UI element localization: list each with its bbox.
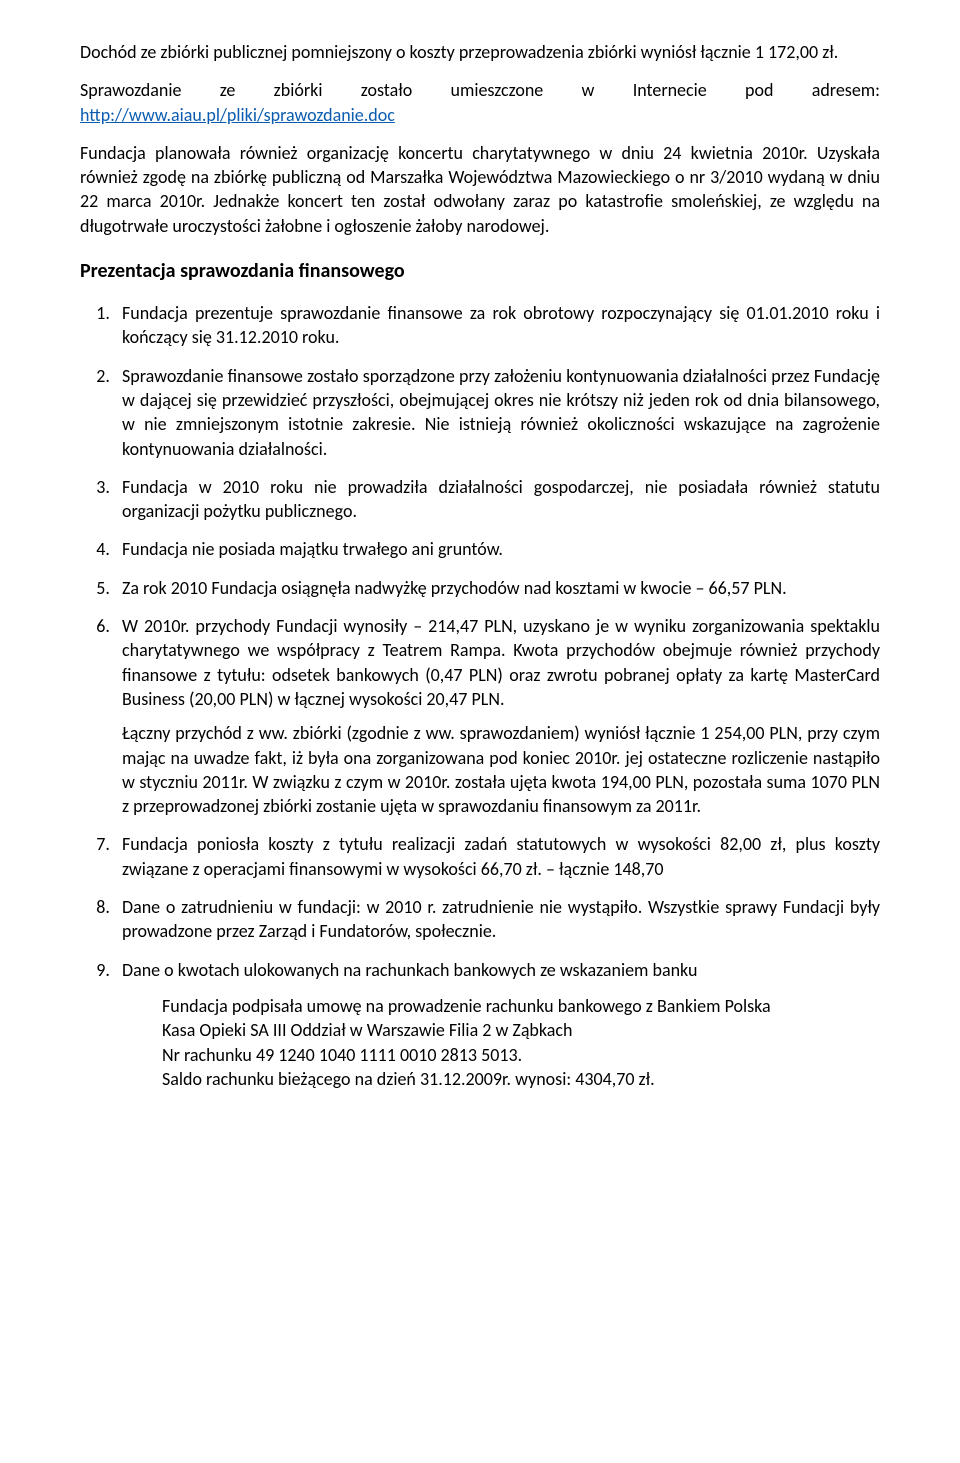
list-item: Dane o zatrudnieniu w fundacji: w 2010 r… xyxy=(114,895,880,944)
document-page: Dochód ze zbiórki publicznej pomniejszon… xyxy=(0,0,960,1165)
list-item: Fundacja w 2010 roku nie prowadziła dzia… xyxy=(114,475,880,524)
bank-line-3: Nr rachunku 49 1240 1040 1111 0010 2813 … xyxy=(162,1043,880,1067)
list-item-text: W 2010r. przychody Fundacji wynosiły – 2… xyxy=(122,615,880,710)
list-item: Za rok 2010 Fundacja osiągnęła nadwyżkę … xyxy=(114,576,880,600)
bank-line-2: Kasa Opieki SA III Oddział w Warszawie F… xyxy=(162,1018,880,1042)
section-title: Prezentacja sprawozdania finansowego xyxy=(80,258,880,285)
report-link[interactable]: http://www.aiau.pl/pliki/sprawozdanie.do… xyxy=(80,104,395,126)
list-item: W 2010r. przychody Fundacji wynosiły – 2… xyxy=(114,614,880,818)
bank-line-1: Fundacja podpisała umowę na prowadzenie … xyxy=(162,994,880,1018)
intro-paragraph-1: Dochód ze zbiórki publicznej pomniejszon… xyxy=(80,40,880,64)
list-item: Fundacja poniosła koszty z tytułu realiz… xyxy=(114,832,880,881)
intro-text-before-link: Sprawozdanie ze zbiórki zostało umieszcz… xyxy=(80,79,880,101)
list-item: Fundacja nie posiada majątku trwałego an… xyxy=(114,537,880,561)
bank-line-4: Saldo rachunku bieżącego na dzień 31.12.… xyxy=(162,1067,880,1091)
list-item: Fundacja prezentuje sprawozdanie finanso… xyxy=(114,301,880,350)
list-item: Dane o kwotach ulokowanych na rachunkach… xyxy=(114,958,880,1091)
numbered-list: Fundacja prezentuje sprawozdanie finanso… xyxy=(80,301,880,1091)
intro-paragraph-2: Sprawozdanie ze zbiórki zostało umieszcz… xyxy=(80,78,880,127)
bank-details-block: Fundacja podpisała umowę na prowadzenie … xyxy=(122,994,880,1091)
intro-paragraph-3: Fundacja planowała również organizację k… xyxy=(80,141,880,238)
list-item-subparagraph: Łączny przychód z ww. zbiórki (zgodnie z… xyxy=(122,721,880,818)
list-item-text: Dane o kwotach ulokowanych na rachunkach… xyxy=(122,959,697,981)
list-item: Sprawozdanie finansowe zostało sporządzo… xyxy=(114,364,880,461)
